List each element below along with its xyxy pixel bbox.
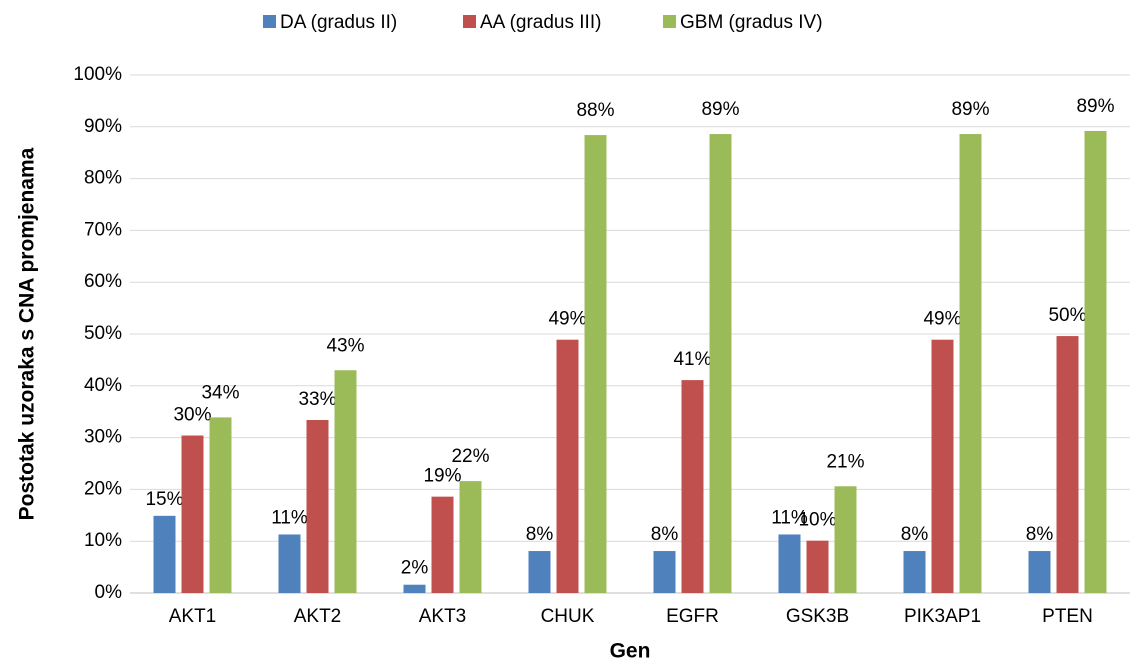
bar: [959, 134, 982, 593]
data-label: 89%: [1076, 96, 1114, 117]
y-axis-label: Postotak uzoraka s CNA promjenama: [16, 147, 39, 520]
bar: [306, 419, 329, 593]
y-tick-label: 30%: [84, 427, 122, 448]
x-tick-label: GSK3B: [786, 606, 849, 627]
data-label: 30%: [173, 405, 211, 426]
data-label: 19%: [423, 466, 461, 487]
bar: [834, 486, 857, 593]
y-tick-label: 10%: [84, 530, 122, 551]
y-tick-label: 100%: [73, 64, 122, 85]
bar: [681, 380, 704, 593]
y-tick-label: 0%: [95, 582, 123, 603]
y-tick-label: 20%: [84, 478, 122, 499]
data-label: 10%: [798, 510, 836, 531]
data-label: 8%: [651, 524, 679, 545]
data-label: 89%: [701, 99, 739, 120]
data-label: 49%: [923, 309, 961, 330]
data-label: 41%: [673, 349, 711, 370]
data-label: 8%: [901, 524, 929, 545]
y-tick-label: 60%: [84, 271, 122, 292]
y-tick-label: 50%: [84, 323, 122, 344]
x-tick-label: AKT3: [419, 606, 467, 627]
legend-label: GBM (gradus IV): [680, 12, 823, 33]
data-label: 11%: [271, 507, 308, 528]
data-label: 43%: [326, 335, 364, 356]
bar: [403, 584, 426, 593]
bar: [153, 515, 176, 593]
bar: [1028, 551, 1051, 593]
y-tick-label: 70%: [84, 219, 122, 240]
bar: [806, 540, 829, 593]
x-axis-label: Gen: [610, 640, 651, 663]
bar: [431, 496, 454, 593]
bar: [931, 339, 954, 593]
y-tick-label: 80%: [84, 168, 122, 189]
data-label: 89%: [951, 99, 989, 120]
legend-label: DA (gradus II): [280, 12, 397, 33]
x-tick-label: AKT2: [294, 606, 342, 627]
bar: [209, 417, 232, 593]
bar: [278, 534, 301, 593]
bar: [181, 435, 204, 593]
data-label: 21%: [826, 451, 864, 472]
bar: [528, 551, 551, 593]
bar: [334, 370, 357, 593]
legend-swatch: [263, 15, 276, 28]
bar: [778, 534, 801, 593]
data-label: 33%: [298, 389, 336, 410]
data-label: 50%: [1048, 305, 1086, 326]
x-tick-label: PIK3AP1: [904, 606, 981, 627]
data-label: 34%: [201, 382, 239, 403]
x-tick-label: EGFR: [666, 606, 719, 627]
data-label: 11%: [771, 507, 808, 528]
data-label: 8%: [1026, 524, 1054, 545]
legend-label: AA (gradus III): [480, 12, 601, 33]
legend-swatch: [663, 15, 676, 28]
bar: [903, 551, 926, 593]
bar: [459, 481, 482, 593]
data-label: 2%: [401, 558, 429, 579]
bar: [556, 339, 579, 593]
bar: [584, 135, 607, 593]
data-label: 49%: [548, 309, 586, 330]
data-label: 22%: [451, 446, 489, 467]
x-tick-label: AKT1: [169, 606, 217, 627]
legend-swatch: [463, 15, 476, 28]
y-tick-label: 90%: [84, 116, 122, 137]
data-label: 15%: [145, 489, 183, 510]
x-tick-label: CHUK: [541, 606, 595, 627]
bar: [1084, 130, 1107, 593]
x-tick-label: PTEN: [1042, 606, 1093, 627]
bar: [653, 551, 676, 593]
y-tick-label: 40%: [84, 375, 122, 396]
bar: [709, 134, 732, 593]
bar: [1056, 336, 1079, 593]
data-label: 8%: [526, 524, 554, 545]
data-label: 88%: [576, 100, 614, 121]
